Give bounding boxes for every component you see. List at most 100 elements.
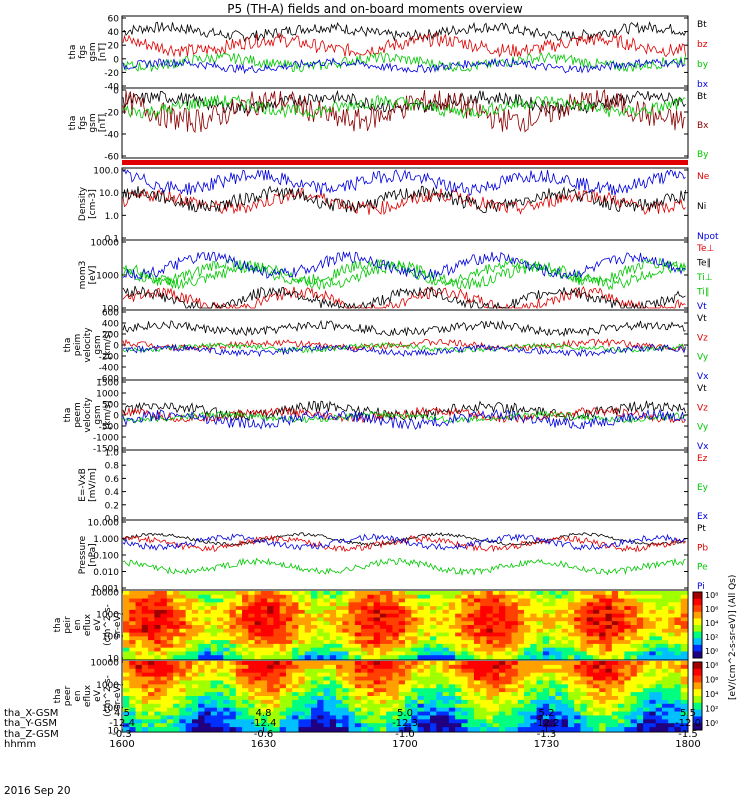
heatmap-cell bbox=[398, 661, 406, 666]
heatmap-cell bbox=[273, 715, 281, 720]
heatmap-cell bbox=[210, 661, 218, 666]
heatmap-cell bbox=[442, 628, 450, 634]
heatmap-cell bbox=[229, 632, 237, 637]
heatmap-cell bbox=[154, 640, 162, 645]
heatmap-cell bbox=[267, 719, 274, 724]
heatmap-cell bbox=[680, 664, 688, 670]
heatmap-cell bbox=[661, 628, 669, 634]
y-axis-label-line: peer bbox=[63, 685, 73, 706]
heatmap-cell bbox=[680, 699, 688, 705]
heatmap-cell bbox=[317, 609, 325, 615]
heatmap-cell bbox=[166, 655, 174, 660]
heatmap-cell bbox=[311, 696, 318, 701]
heatmap-cell bbox=[430, 625, 437, 630]
heatmap-cell bbox=[580, 680, 588, 685]
heatmap-cell bbox=[605, 661, 613, 666]
heatmap-cell bbox=[618, 711, 625, 717]
heatmap-cell bbox=[361, 661, 368, 666]
heatmap-cell bbox=[135, 651, 143, 656]
heatmap-cell bbox=[655, 628, 663, 634]
heatmap-cell bbox=[649, 602, 657, 607]
heatmap-cell bbox=[580, 621, 588, 626]
heatmap-cell bbox=[561, 699, 569, 705]
heatmap-cell bbox=[530, 668, 538, 674]
heatmap-cell bbox=[191, 594, 199, 600]
heatmap-cell bbox=[636, 651, 644, 656]
heatmap-cell bbox=[386, 715, 394, 720]
heatmap-cell bbox=[311, 647, 318, 653]
heatmap-cell bbox=[273, 602, 281, 607]
heatmap-cell bbox=[423, 680, 431, 685]
heatmap-cell bbox=[141, 625, 149, 630]
heatmap-cell bbox=[317, 711, 325, 717]
heatmap-cell bbox=[561, 664, 569, 670]
heatmap-cell bbox=[442, 711, 450, 717]
heatmap-cell bbox=[129, 719, 137, 724]
heatmap-cell bbox=[436, 672, 444, 678]
heatmap-cell bbox=[229, 676, 237, 682]
colorbar-segment bbox=[693, 696, 702, 704]
heatmap-cell bbox=[166, 602, 174, 607]
colorbar-tick-label: 10² bbox=[705, 705, 718, 714]
heatmap-cell bbox=[223, 664, 231, 670]
heatmap-cell bbox=[555, 647, 563, 653]
heatmap-cell bbox=[448, 617, 456, 622]
heatmap-cell bbox=[273, 617, 281, 622]
heatmap-cell bbox=[260, 640, 268, 645]
heatmap-cell bbox=[379, 676, 387, 682]
heatmap-cell bbox=[285, 719, 293, 724]
heatmap-cell bbox=[179, 655, 187, 660]
heatmap-cell bbox=[486, 617, 494, 622]
heatmap-cell bbox=[542, 609, 550, 615]
heatmap-cell bbox=[210, 617, 218, 622]
heatmap-cell bbox=[605, 591, 613, 596]
heatmap-cell bbox=[367, 628, 375, 634]
heatmap-cell bbox=[217, 621, 224, 626]
heatmap-cell bbox=[486, 640, 494, 645]
heatmap-cell bbox=[630, 692, 638, 697]
heatmap-cell bbox=[473, 723, 481, 728]
heatmap-cell bbox=[499, 715, 506, 720]
heatmap-cell bbox=[361, 643, 368, 649]
heatmap-cell bbox=[260, 632, 268, 637]
heatmap-cell bbox=[674, 723, 682, 728]
heatmap-cell bbox=[248, 692, 256, 697]
heatmap-cell bbox=[586, 602, 594, 607]
heatmap-cell bbox=[248, 613, 256, 619]
heatmap-cell bbox=[279, 598, 287, 603]
heatmap-cell bbox=[586, 640, 594, 645]
heatmap-cell bbox=[586, 655, 594, 660]
heatmap-cell bbox=[636, 621, 644, 626]
series-line-Vy bbox=[122, 409, 686, 424]
heatmap-cell bbox=[467, 606, 475, 611]
heatmap-cell bbox=[148, 688, 155, 693]
heatmap-cell bbox=[354, 672, 362, 678]
heatmap-cell bbox=[517, 715, 525, 720]
heatmap-cell bbox=[329, 664, 337, 670]
heatmap-cell bbox=[643, 664, 650, 670]
heatmap-cell bbox=[630, 609, 638, 615]
heatmap-cell bbox=[486, 727, 494, 732]
heatmap-cell bbox=[198, 651, 206, 656]
heatmap-cell bbox=[254, 692, 262, 697]
heatmap-cell bbox=[536, 640, 544, 645]
heatmap-cell bbox=[423, 723, 431, 728]
heatmap-cell bbox=[154, 625, 162, 630]
heatmap-cell bbox=[405, 696, 412, 701]
heatmap-cell bbox=[467, 688, 475, 693]
heatmap-cell bbox=[185, 640, 193, 645]
heatmap-cell bbox=[599, 676, 607, 682]
heatmap-cell bbox=[223, 719, 231, 724]
heatmap-cell bbox=[273, 636, 281, 641]
heatmap-cell bbox=[574, 668, 582, 674]
heatmap-cell bbox=[298, 664, 306, 670]
heatmap-cell bbox=[455, 715, 462, 720]
heatmap-cell bbox=[373, 684, 381, 689]
heatmap-cell bbox=[217, 688, 224, 693]
heatmap-cell bbox=[373, 655, 381, 660]
heatmap-cell bbox=[198, 621, 206, 626]
heatmap-cell bbox=[223, 692, 231, 697]
heatmap-cell bbox=[668, 680, 676, 685]
heatmap-cell bbox=[348, 699, 356, 705]
heatmap-cell bbox=[179, 606, 187, 611]
